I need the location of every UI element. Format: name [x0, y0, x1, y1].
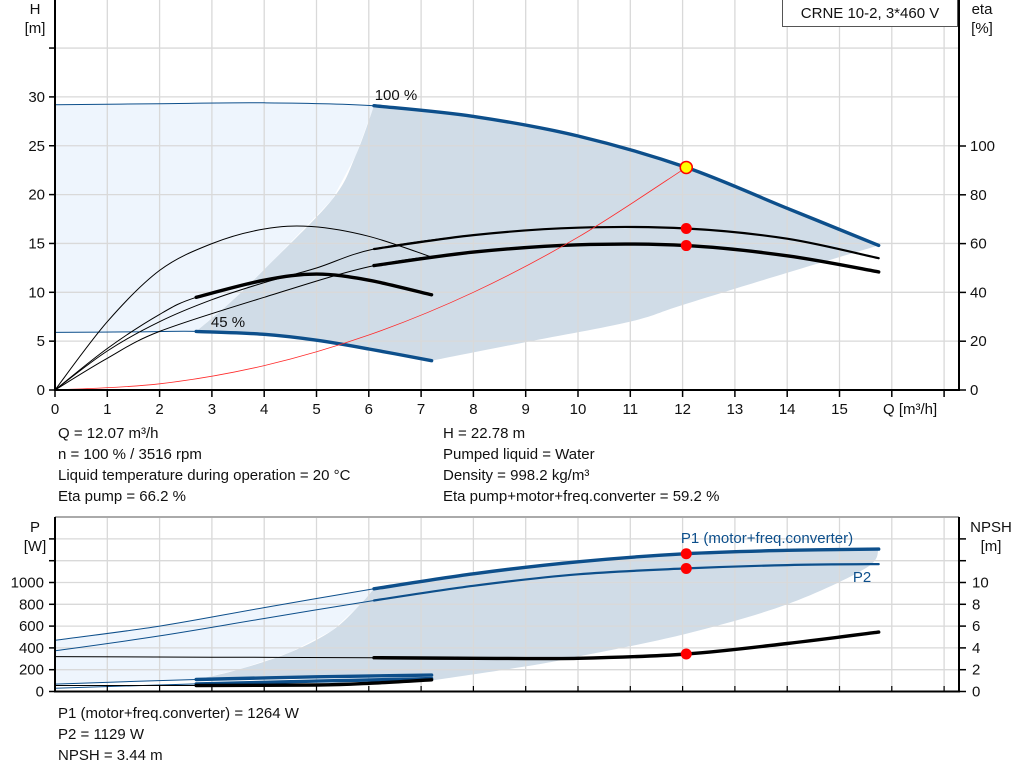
qh-series-5-operating-line	[194, 272, 434, 299]
h-tick-label: 10	[28, 284, 45, 301]
q-tick-label: 11	[623, 401, 639, 418]
head-value: H = 22.78 m	[443, 425, 526, 442]
q-tick-label: 14	[779, 401, 796, 418]
npsh-tick-label: 6	[972, 618, 980, 635]
extended-range-area	[55, 102, 375, 333]
eta-axis-name: eta	[971, 1, 993, 18]
h-tick-label: 30	[28, 89, 45, 106]
eta-tick-label: 20	[970, 333, 987, 350]
q-axis-title: Q [m³/h]	[883, 401, 937, 418]
npsh-tick-label: 10	[972, 575, 989, 592]
power-series-5-operating-line	[194, 678, 434, 688]
p-axis-unit: [W]	[23, 538, 47, 555]
pump-title-box: CRNE 10-2, 3*460 V	[782, 0, 958, 27]
q-tick-label: 9	[522, 401, 530, 418]
power-series-1-operating-line	[372, 563, 880, 602]
p2-value: P2 = 1129 W	[58, 726, 145, 743]
eta-total-value: Eta pump+motor+freq.converter = 59.2 %	[443, 488, 720, 505]
duty-point-marker-2	[680, 648, 692, 660]
speed-100-label: 100 %	[375, 87, 418, 104]
liquid-temperature: Liquid temperature during operation = 20…	[58, 467, 351, 484]
p-tick-label: 800	[19, 596, 44, 613]
speed-value: n = 100 % / 3516 rpm	[58, 446, 202, 463]
p-tick-label: 1000	[11, 575, 44, 592]
operating-point-marker	[679, 160, 694, 175]
h-axis-unit: [m]	[24, 20, 46, 37]
duty-point-marker-0	[680, 548, 692, 560]
h-tick-label: 15	[28, 235, 45, 252]
q-tick-label: 12	[674, 401, 691, 418]
q-tick-label: 13	[727, 401, 744, 418]
extended-range-area	[55, 588, 375, 685]
q-tick-label: 4	[260, 401, 268, 418]
eta-tick-label: 60	[970, 236, 987, 253]
p-axis-label: P [W]	[20, 518, 50, 556]
p2-curve-label: P2	[853, 569, 871, 586]
q-tick-label: 15	[831, 401, 848, 418]
duty-info-right: H = 22.78 m Pumped liquid = Water Densit…	[443, 423, 719, 507]
eta-pump-value: Eta pump = 66.2 %	[58, 488, 186, 505]
operating-range-area	[196, 105, 879, 361]
duty-point-marker-2	[680, 240, 692, 252]
npsh-axis-label: NPSH [m]	[962, 518, 1020, 556]
eta-tick-label: 40	[970, 284, 987, 301]
h-tick-label: 0	[37, 382, 45, 399]
q-tick-label: 8	[469, 401, 477, 418]
qh-series-0-operating-line	[372, 104, 881, 248]
eta-axis-label: eta [%]	[964, 0, 1000, 38]
speed-45-label: 45 %	[211, 314, 245, 331]
qh-series-1-operating-line	[194, 329, 434, 363]
q-tick-label: 2	[155, 401, 163, 418]
duty-point-marker-1	[680, 222, 692, 234]
q-tick-label: 10	[570, 401, 587, 418]
q-tick-label: 6	[365, 401, 373, 418]
h-axis-name: H	[29, 1, 41, 18]
npsh-tick-label: 4	[972, 640, 980, 657]
eta-axis-unit: [%]	[971, 20, 993, 37]
npsh-tick-label: 8	[972, 596, 980, 613]
h-tick-label: 5	[37, 333, 45, 350]
q-tick-label: 3	[208, 401, 216, 418]
q-tick-label: 5	[312, 401, 320, 418]
p-tick-label: 400	[19, 640, 44, 657]
flow-value: Q = 12.07 m³/h	[58, 425, 159, 442]
p1-curve-label: P1 (motor+freq.converter)	[681, 530, 853, 547]
npsh-axis-unit: [m]	[980, 538, 1002, 555]
p-tick-label: 200	[19, 662, 44, 679]
power-series-0-operating-line	[372, 547, 881, 591]
npsh-tick-label: 0	[972, 684, 980, 701]
power-info: P1 (motor+freq.converter) = 1264 W P2 = …	[58, 703, 299, 766]
q-tick-label: 1	[103, 401, 111, 418]
p-axis-name: P	[29, 519, 40, 536]
h-tick-label: 25	[28, 138, 45, 155]
eta-tick-label: 100	[970, 138, 995, 155]
pumped-liquid: Pumped liquid = Water	[443, 446, 595, 463]
qh-series-2-operating-line	[372, 225, 880, 260]
power-series-2-operating-line	[372, 630, 881, 661]
q-tick-label: 7	[417, 401, 425, 418]
qh-series-3-operating-line	[372, 242, 881, 274]
duty-point-marker-1	[680, 562, 692, 574]
qh-series-6-line	[54, 167, 687, 391]
eta-tick-label: 0	[970, 382, 978, 399]
p-tick-label: 0	[36, 684, 44, 701]
qh-series-4-line	[54, 225, 432, 391]
npsh-tick-label: 2	[972, 662, 980, 679]
npsh-axis-name: NPSH	[970, 519, 1012, 536]
power-series-3-operating-line	[194, 673, 434, 682]
npsh-value: NPSH = 3.44 m	[58, 747, 163, 764]
q-tick-label: 0	[51, 401, 59, 418]
p1-value: P1 (motor+freq.converter) = 1264 W	[58, 705, 299, 722]
duty-info-left: Q = 12.07 m³/h n = 100 % / 3516 rpm Liqu…	[58, 423, 350, 507]
h-axis-label: H [m]	[20, 0, 50, 38]
power-series-4-operating-line	[194, 676, 434, 686]
p-tick-label: 600	[19, 618, 44, 635]
density-value: Density = 998.2 kg/m³	[443, 467, 590, 484]
eta-tick-label: 80	[970, 187, 987, 204]
h-tick-label: 20	[28, 187, 45, 204]
